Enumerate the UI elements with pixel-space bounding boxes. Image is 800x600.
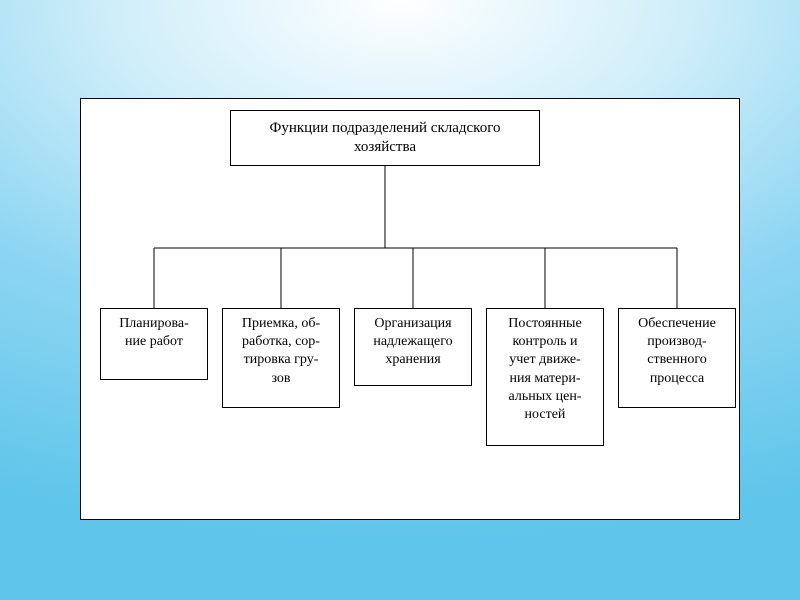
child-node-5: Обеспечениепроизвод-ственногопроцесса [618, 308, 736, 408]
child-node-2-label: Приемка, об-работка, сор-тировка гру-зов [242, 315, 320, 388]
child-node-1-label: Планирова-ние работ [119, 315, 189, 351]
root-node: Функции подразделений складскогохозяйств… [230, 110, 540, 166]
child-node-4-label: Постоянныеконтроль иучет движе-ния матер… [508, 315, 581, 424]
child-node-3-label: Организациянадлежащегохранения [373, 315, 452, 370]
root-node-label: Функции подразделений складскогохозяйств… [270, 119, 501, 157]
child-node-3: Организациянадлежащегохранения [354, 308, 472, 386]
child-node-1: Планирова-ние работ [100, 308, 208, 380]
child-node-4: Постоянныеконтроль иучет движе-ния матер… [486, 308, 604, 446]
child-node-5-label: Обеспечениепроизвод-ственногопроцесса [638, 315, 716, 388]
child-node-2: Приемка, об-работка, сор-тировка гру-зов [222, 308, 340, 408]
